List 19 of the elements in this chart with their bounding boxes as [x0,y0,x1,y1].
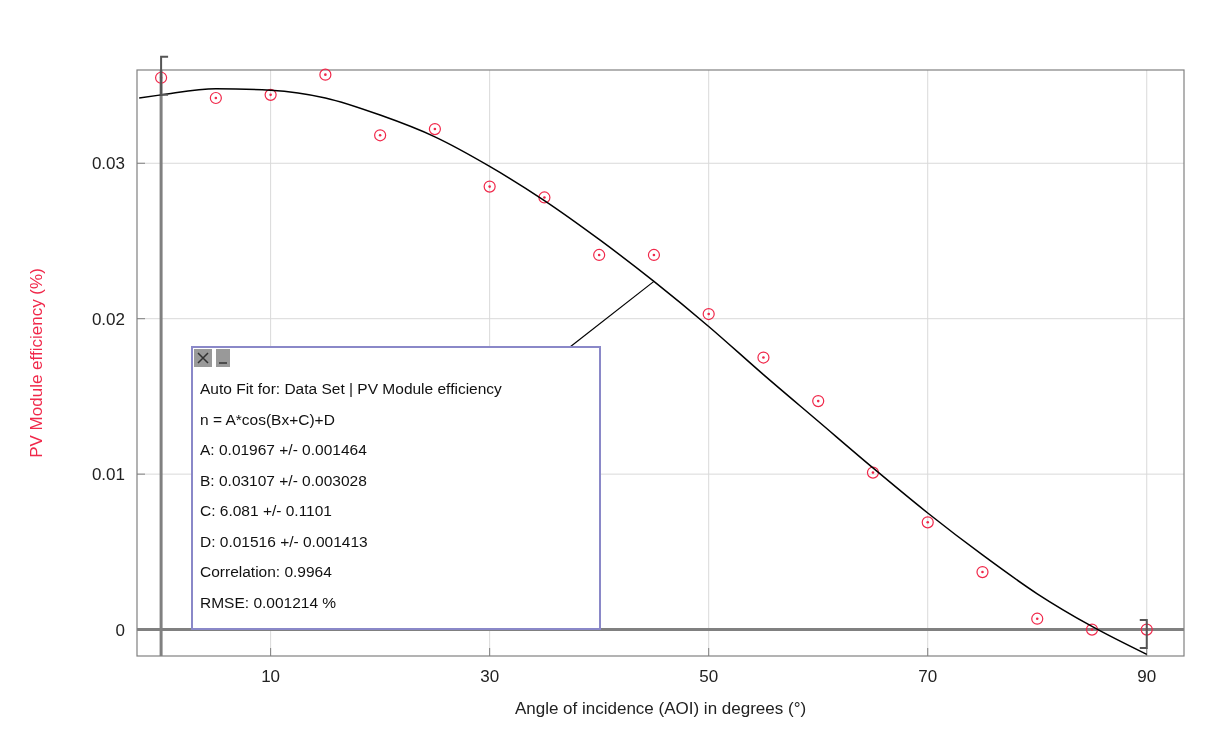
annotation: B: 0.03107 +/- 0.003028 [200,471,367,489]
x-tick-label: 50 [699,667,719,686]
y-tick-label: 0.01 [91,465,125,485]
y-tick-label: 0.02 [91,309,125,329]
annotation: Auto Fit for: Data Set | PV Module efficiency [200,380,503,397]
x-tick-label: 30 [480,667,500,686]
x-axis-title: Angle of incidence (AOI) in degrees (°) [514,699,807,718]
annotation: n = A*cos(Bx+C)+D [200,410,335,428]
annotation: RMSE: 0.001214 % [200,593,337,611]
x-tick-label: 10 [261,667,281,686]
y-axis-title: PV Module efficiency (%) [27,268,46,458]
annotation: A: 0.01967 +/- 0.001464 [200,441,368,458]
annotation: Correlation: 0.9964 [200,563,333,580]
annotation: D: 0.01516 +/- 0.001413 [200,532,368,550]
x-tick-label: 70 [918,667,938,686]
y-tick-label: 0 [115,620,125,640]
y-tick-label: 0.03 [91,154,125,174]
annotation: C: 6.081 +/- 0.1101 [200,502,332,519]
x-tick-label: 90 [1137,667,1157,686]
